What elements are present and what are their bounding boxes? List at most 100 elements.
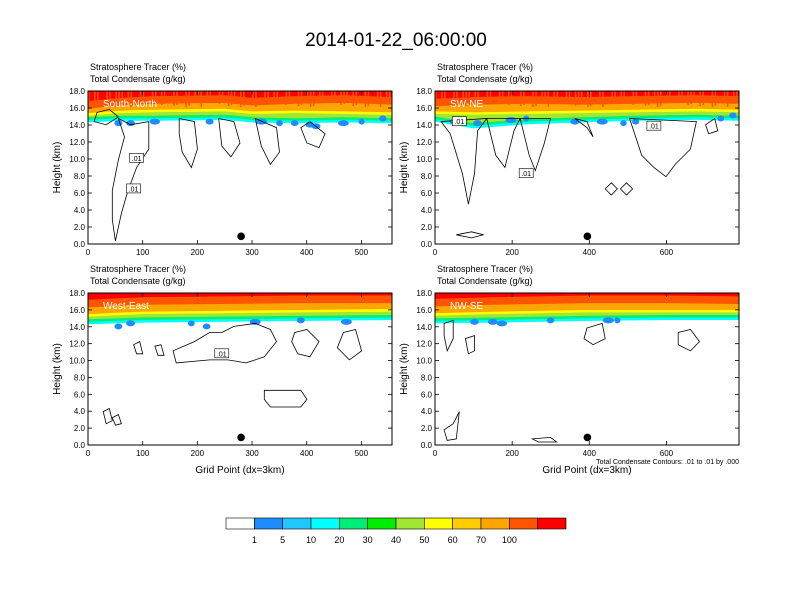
tracer-speckle	[202, 323, 211, 330]
y-tick-label: 6.0	[74, 189, 86, 198]
tracer-streak	[714, 91, 717, 106]
colorbar-label: 40	[391, 535, 401, 545]
panel-title-tracer: Stratosphere Tracer (%)	[437, 62, 533, 72]
colorbar-swatch	[254, 517, 283, 530]
tracer-streak	[656, 91, 659, 107]
tracer-streak	[176, 91, 178, 105]
condensate-contour	[486, 118, 521, 169]
condensate-contour	[178, 118, 198, 169]
tracer-streak	[243, 91, 245, 106]
tracer-streak	[520, 91, 522, 106]
colorbar-label: 10	[306, 535, 316, 545]
tracer-streak	[614, 91, 616, 101]
tracer-streak	[164, 91, 166, 104]
tracer-streak	[97, 91, 99, 103]
x-tick-label: 600	[660, 248, 674, 257]
tracer-streak	[121, 91, 123, 105]
panel-label: NW-SE	[450, 301, 483, 312]
tracer-speckle	[632, 118, 640, 125]
y-tick-label: 6.0	[421, 390, 433, 399]
tracer-streak	[678, 91, 680, 103]
contour-label-box	[518, 168, 534, 178]
y-tick-label: 0.0	[74, 441, 86, 450]
tracer-streak	[185, 91, 187, 107]
y-axis-label: Height (km)	[399, 343, 410, 395]
x-tick-label: 400	[300, 449, 314, 458]
tracer-speckle	[602, 317, 614, 324]
tracer-streak	[297, 91, 300, 106]
tracer-streak	[711, 91, 714, 107]
x-tick-label: 100	[136, 248, 150, 257]
tracer-speckle	[187, 320, 195, 327]
panel-frame	[434, 90, 740, 245]
tracer-streak	[699, 91, 701, 106]
x-tick-label: 200	[191, 449, 205, 458]
tracer-speckle	[358, 118, 365, 125]
tracer-streak	[288, 91, 291, 104]
tracer-streak	[541, 91, 543, 102]
tracer-streak	[355, 91, 358, 105]
condensate-contour	[300, 121, 326, 149]
tracer-streak	[352, 91, 354, 106]
condensate-contour	[519, 118, 552, 172]
tracer-streak	[441, 91, 443, 104]
panel-south-north: .01 .01 South-North Stratosphere Tracer (%)…	[52, 62, 393, 257]
panel-sw-ne: .01 .01 .01 SW-NE Stratosphere Tracer (%) Tot…	[399, 62, 740, 257]
contour-note: Total Condensate Contours: .01 to .01 by…	[596, 459, 739, 466]
y-tick-label: 8.0	[74, 172, 86, 181]
tracer-streak	[331, 91, 333, 103]
tracer-streak	[388, 91, 391, 102]
colorbar-label: 1	[252, 535, 257, 545]
panel-frame	[434, 292, 740, 446]
y-tick-label: 18.0	[69, 87, 85, 96]
tracer-speckle	[340, 318, 352, 325]
tracer-speckle	[126, 320, 135, 327]
tracer-streak	[130, 91, 133, 107]
x-axis-label: Grid Point (dx=3km)	[542, 465, 631, 476]
tracer-streak	[580, 91, 583, 104]
tracer-streak	[364, 91, 367, 107]
x-tick-label: 200	[191, 248, 205, 257]
colorbar-label: 30	[363, 535, 373, 545]
tracer-speckle	[379, 115, 387, 122]
tracer-streak	[322, 91, 324, 101]
tracer-speckle	[205, 118, 214, 125]
tracer-streak	[173, 91, 175, 106]
condensate-contour	[677, 329, 701, 352]
x-tick-label: 500	[355, 449, 369, 458]
panel-west-east: .01 West-East Stratosphere Tracer (%) Total…	[52, 264, 393, 476]
tracer-streak	[553, 91, 556, 103]
tracer-streak	[118, 91, 120, 106]
tracer-streak	[240, 91, 242, 107]
tracer-streak	[644, 91, 647, 106]
y-tick-label: 2.0	[74, 223, 86, 232]
tracer-speckle	[149, 118, 161, 125]
y-tick-label: 4.0	[421, 206, 433, 215]
tracer-streak	[523, 91, 525, 105]
y-tick-label: 8.0	[421, 373, 433, 382]
y-tick-label: 10.0	[69, 155, 85, 164]
condensate-contour	[705, 117, 719, 135]
tracer-streak	[687, 91, 689, 105]
tracer-streak	[453, 91, 455, 105]
location-marker	[237, 232, 245, 241]
y-tick-label: 18.0	[416, 87, 432, 96]
y-tick-label: 12.0	[416, 340, 432, 349]
main-title: 2014-01-22_06:00:00	[305, 30, 487, 51]
y-tick-label: 14.0	[416, 121, 432, 130]
tracer-speckle	[729, 112, 737, 119]
colorbar-swatch	[395, 517, 425, 530]
tracer-streak	[669, 91, 671, 101]
colorbar-label: 60	[448, 535, 458, 545]
x-tick-label: 200	[505, 449, 519, 458]
tracer-streak	[611, 91, 613, 102]
tracer-streak	[154, 91, 157, 102]
y-tick-label: 2.0	[421, 424, 433, 433]
condensate-contour	[111, 414, 122, 426]
contour-label: .01	[217, 351, 227, 358]
panel-plot-area: .01 .01 .01	[435, 91, 739, 244]
x-tick-label: 0	[86, 449, 91, 458]
tracer-streak	[474, 91, 477, 101]
x-tick-label: 0	[433, 248, 438, 257]
tracer-streak	[568, 91, 571, 103]
